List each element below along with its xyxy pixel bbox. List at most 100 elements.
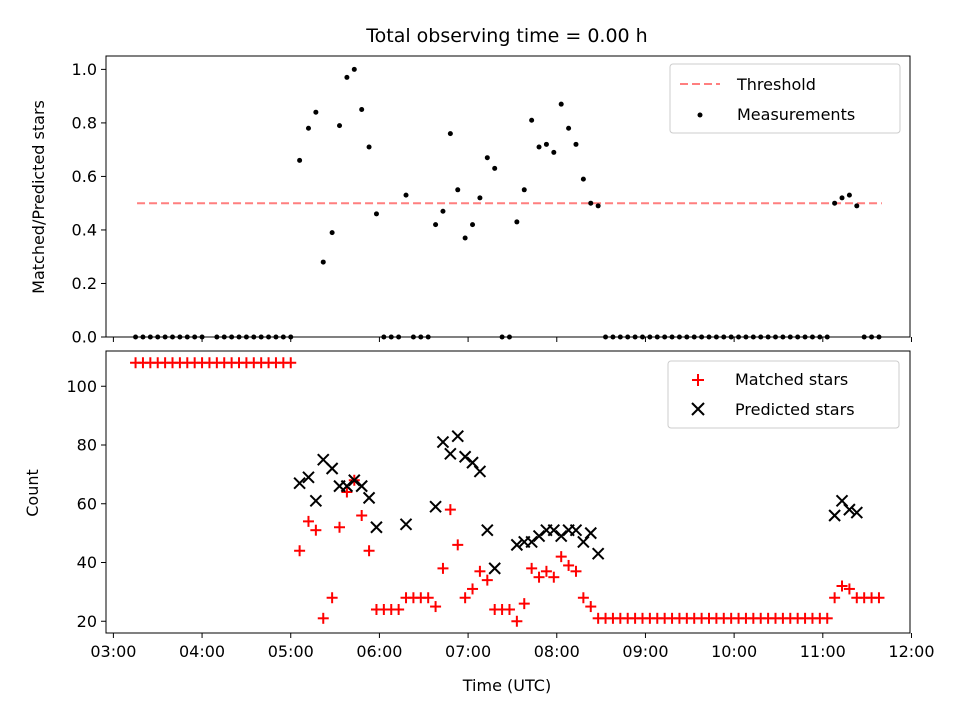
count-x-tick: 08:00 bbox=[534, 633, 580, 661]
ratio-y-tick-label: 0.8 bbox=[72, 113, 97, 132]
measurement-point bbox=[573, 141, 579, 147]
ratio-y-tick-label: 0.0 bbox=[72, 328, 97, 347]
ratio-y-tick-label: 0.6 bbox=[72, 167, 97, 186]
predicted-star-point bbox=[451, 429, 464, 443]
matched-star-point bbox=[430, 601, 442, 613]
legend-predicted-label: Predicted stars bbox=[735, 400, 855, 419]
count-x-tick: 11:00 bbox=[800, 633, 846, 661]
measurement-point bbox=[529, 117, 535, 123]
ratio-y-tick: 0.4 bbox=[72, 220, 106, 239]
count-x-axis: 03:00 04:00 05:00 06:00 07:00 08:00 09:00 10:00… bbox=[90, 633, 935, 661]
count-y-tick: 60 bbox=[77, 494, 106, 513]
matched-star-point bbox=[302, 515, 314, 527]
count-y-tick: 20 bbox=[77, 612, 106, 631]
predicted-star-point bbox=[466, 456, 479, 469]
count-y-tick: 40 bbox=[77, 553, 106, 572]
predicted-star-point bbox=[309, 494, 323, 508]
predicted-star-point bbox=[577, 535, 590, 549]
x-axis-label: Time (UTC) bbox=[462, 676, 551, 695]
legend-matched-label: Matched stars bbox=[735, 370, 848, 389]
matched-star-point bbox=[548, 571, 560, 583]
measurement-point bbox=[403, 192, 409, 198]
measurement-point bbox=[588, 200, 594, 206]
matched-star-point bbox=[310, 524, 322, 536]
count-y-tick-label: 60 bbox=[77, 494, 97, 513]
predicted-star-point bbox=[370, 521, 383, 534]
predicted-star-point bbox=[843, 503, 856, 516]
predicted-star-point bbox=[473, 465, 487, 478]
ratio-y-label: Matched/Predicted stars bbox=[29, 100, 48, 294]
measurement-point bbox=[440, 208, 446, 214]
chart-title: Total observing time = 0.00 h bbox=[365, 25, 647, 47]
measurement-point bbox=[373, 211, 379, 217]
ratio-y-tick: 0.8 bbox=[72, 113, 106, 132]
measurement-point bbox=[595, 203, 601, 209]
matched-star-point bbox=[334, 521, 346, 533]
measurement-point bbox=[492, 165, 498, 171]
ratio-legend: Threshold Measurements bbox=[669, 63, 901, 134]
legend-measurements-label: Measurements bbox=[737, 105, 855, 124]
count-y-tick: 80 bbox=[77, 436, 106, 455]
predicted-star-point bbox=[525, 535, 538, 549]
measurement-point bbox=[329, 230, 335, 236]
count-x-tick: 04:00 bbox=[179, 633, 225, 661]
predicted-star-point bbox=[547, 523, 561, 537]
matched-star-point bbox=[511, 615, 523, 627]
count-x-tick-label: 03:00 bbox=[90, 642, 136, 661]
ratio-y-tick-label: 1.0 bbox=[72, 60, 97, 79]
matched-star-point bbox=[481, 574, 493, 586]
matched-star-point bbox=[821, 612, 833, 624]
predicted-star-point bbox=[488, 562, 501, 575]
ratio-y-tick: 0.6 bbox=[72, 167, 106, 186]
measurement-point bbox=[447, 131, 453, 137]
ratio-y-tick: 0.2 bbox=[72, 274, 106, 293]
ratio-y-axis: 0.0 0.2 0.4 0.6 0.8 1.0 bbox=[72, 60, 106, 347]
matched-star-point bbox=[422, 592, 434, 604]
measurement-point bbox=[521, 187, 527, 193]
measurement-point bbox=[580, 176, 586, 182]
matched-star-point bbox=[452, 539, 464, 551]
predicted-star-point bbox=[429, 500, 442, 513]
matched-star-point bbox=[459, 592, 471, 604]
matched-star-point bbox=[577, 592, 589, 604]
ratio-plot-frame bbox=[105, 55, 911, 338]
matched-star-point bbox=[555, 551, 567, 563]
count-panel: 20 40 60 80 100 03:00 04:00 05:00 06:00 07:00 08:… bbox=[23, 350, 935, 695]
measurement-point bbox=[832, 200, 838, 206]
matched-star-point bbox=[474, 565, 486, 577]
ratio-y-tick: 0.0 bbox=[72, 328, 106, 347]
predicted-star-points bbox=[293, 429, 864, 575]
legend-threshold-label: Threshold bbox=[736, 75, 816, 94]
predicted-star-point bbox=[850, 506, 864, 519]
count-x-tick-label: 09:00 bbox=[622, 642, 668, 661]
count-y-label: Count bbox=[23, 469, 42, 517]
count-x-tick: 12:00 bbox=[888, 633, 935, 661]
count-x-tick: 03:00 bbox=[90, 633, 136, 661]
matched-star-point bbox=[285, 357, 297, 369]
matched-star-point bbox=[836, 580, 848, 592]
count-x-tick: 10:00 bbox=[711, 633, 757, 661]
count-x-tick-label: 04:00 bbox=[179, 642, 225, 661]
predicted-star-point bbox=[325, 462, 339, 475]
matched-star-point bbox=[363, 545, 375, 557]
predicted-star-point bbox=[355, 479, 368, 493]
count-y-tick-label: 20 bbox=[77, 612, 97, 631]
matched-star-point bbox=[570, 565, 582, 577]
count-x-tick: 06:00 bbox=[356, 633, 402, 661]
matched-star-point bbox=[437, 562, 449, 574]
measurement-point bbox=[455, 187, 461, 193]
measurement-point bbox=[558, 101, 564, 107]
matched-star-point bbox=[873, 592, 885, 604]
predicted-star-point bbox=[293, 476, 306, 490]
count-x-tick: 07:00 bbox=[445, 633, 491, 661]
matched-star-point bbox=[533, 571, 545, 583]
count-x-tick-label: 10:00 bbox=[711, 642, 757, 661]
measurement-point bbox=[366, 144, 372, 150]
measurement-point bbox=[433, 222, 439, 228]
predicted-star-point bbox=[362, 491, 376, 505]
matched-star-point bbox=[326, 592, 338, 604]
count-x-tick-label: 12:00 bbox=[888, 642, 934, 661]
measurement-point bbox=[337, 123, 343, 129]
ratio-legend-box bbox=[669, 63, 901, 134]
